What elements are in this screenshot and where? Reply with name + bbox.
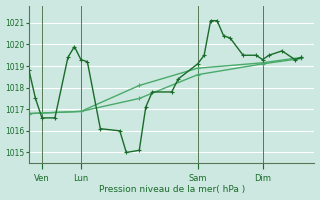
X-axis label: Pression niveau de la mer( hPa ): Pression niveau de la mer( hPa ) <box>99 185 245 194</box>
